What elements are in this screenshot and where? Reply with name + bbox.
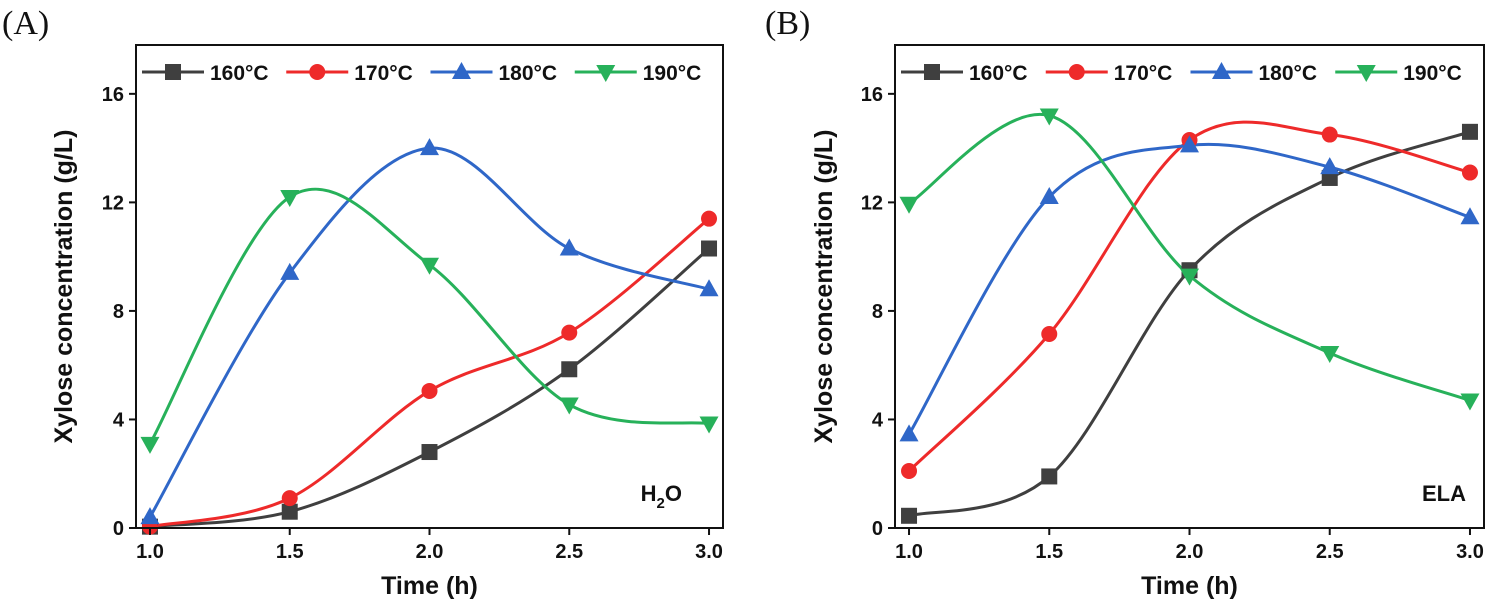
data-point bbox=[281, 490, 298, 507]
legend-marker bbox=[1212, 62, 1231, 79]
legend-label: 160°C bbox=[969, 62, 1028, 85]
data-point bbox=[1320, 157, 1340, 175]
legend-marker bbox=[309, 64, 326, 80]
data-point bbox=[140, 436, 160, 454]
y-tick-label: 8 bbox=[872, 301, 883, 323]
y-tick-label: 16 bbox=[102, 84, 124, 106]
condition-annotation: ELA bbox=[1422, 481, 1466, 506]
legend: 160°C 170°C 180°C 190°C bbox=[901, 62, 1462, 85]
data-point bbox=[420, 257, 439, 275]
data-point bbox=[1461, 123, 1478, 140]
data-point bbox=[559, 397, 579, 415]
x-tick-label: 3.0 bbox=[695, 541, 723, 563]
data-point bbox=[561, 324, 578, 341]
panel-b: (B) 1.0 1.5 2.0 2.5 3.0 0 4 8 12 16 Time (h) Xylose … bbox=[765, 5, 1485, 600]
x-tick-label: 2.0 bbox=[416, 541, 444, 563]
y-tick-label: 12 bbox=[861, 192, 883, 214]
x-tick-label: 3.0 bbox=[1456, 541, 1484, 563]
data-point bbox=[1041, 325, 1058, 342]
y-tick-label: 4 bbox=[113, 409, 125, 431]
data-point bbox=[1041, 468, 1058, 485]
data-point bbox=[280, 262, 300, 280]
annotation-tail: O bbox=[665, 481, 682, 506]
series-line-180c bbox=[907, 142, 1471, 436]
data-point bbox=[1461, 164, 1478, 181]
y-tick-label: 0 bbox=[113, 518, 124, 540]
plot-frame bbox=[894, 44, 1485, 529]
data-point bbox=[899, 196, 919, 214]
panel-a: (A) 1.0 1.5 2.0 2.5 3.0 0 4 8 12 16 Time (h) Xylose … bbox=[2, 5, 724, 600]
x-tick-label: 1.5 bbox=[1035, 541, 1063, 563]
legend: 160°C 170°C 180°C 190°C bbox=[142, 62, 701, 85]
legend-marker bbox=[452, 62, 471, 79]
x-tick-label: 2.5 bbox=[555, 541, 583, 563]
data-point bbox=[140, 507, 160, 525]
y-axis-title: Xylose concentration (g/L) bbox=[810, 130, 838, 444]
legend-label: 180°C bbox=[1259, 62, 1318, 85]
data-point bbox=[699, 279, 719, 297]
data-point bbox=[901, 507, 918, 524]
annotation-subscript: 2 bbox=[657, 495, 665, 512]
legend-marker bbox=[165, 64, 181, 80]
condition-annotation: H2O bbox=[641, 481, 682, 512]
y-tick-label: 8 bbox=[113, 301, 124, 323]
y-tick-label: 12 bbox=[102, 192, 124, 214]
panel-label: (A) bbox=[2, 5, 49, 42]
data-point bbox=[701, 210, 718, 227]
data-point bbox=[561, 361, 578, 378]
data-point bbox=[1180, 135, 1199, 153]
x-axis-title: Time (h) bbox=[381, 572, 478, 600]
x-tick-label: 1.0 bbox=[895, 541, 923, 563]
x-tick-label: 2.5 bbox=[1316, 541, 1344, 563]
x-tick-label: 2.0 bbox=[1176, 541, 1204, 563]
data-point bbox=[1460, 207, 1480, 225]
data-point bbox=[1320, 345, 1340, 363]
legend-marker bbox=[1068, 64, 1085, 80]
data-point bbox=[559, 238, 579, 256]
annotation-main: H bbox=[641, 481, 657, 506]
y-axis-title: Xylose concentration (g/L) bbox=[50, 130, 78, 444]
legend-label: 180°C bbox=[499, 62, 558, 85]
series-line-170c bbox=[907, 120, 1471, 473]
data-point bbox=[1321, 126, 1338, 143]
data-point bbox=[420, 138, 439, 156]
data-point bbox=[1180, 268, 1199, 286]
data-point bbox=[1460, 393, 1480, 411]
legend-label: 160°C bbox=[210, 62, 269, 85]
data-point bbox=[421, 382, 438, 399]
data-point bbox=[280, 189, 300, 207]
annotation-main: ELA bbox=[1422, 481, 1466, 506]
series-line-160c bbox=[908, 130, 1471, 518]
legend-label: 170°C bbox=[1114, 62, 1173, 85]
legend-label: 190°C bbox=[643, 62, 702, 85]
series-line-190c bbox=[908, 112, 1471, 402]
series-line-180c bbox=[148, 146, 710, 518]
x-tick-label: 1.0 bbox=[136, 541, 164, 563]
data-point bbox=[1039, 186, 1059, 204]
data-point bbox=[281, 503, 298, 520]
data-point bbox=[899, 424, 919, 442]
x-axis-title: Time (h) bbox=[1141, 572, 1238, 600]
y-tick-label: 0 bbox=[872, 518, 883, 540]
legend-marker bbox=[924, 64, 940, 80]
y-tick-label: 16 bbox=[861, 84, 883, 106]
series-line-190c bbox=[148, 187, 710, 445]
legend-label: 170°C bbox=[354, 62, 413, 85]
y-tick-label: 4 bbox=[872, 409, 884, 431]
data-point bbox=[901, 463, 918, 480]
legend-marker bbox=[1356, 65, 1376, 82]
legend-label: 190°C bbox=[1403, 62, 1462, 85]
data-point bbox=[421, 444, 438, 461]
data-point bbox=[1039, 108, 1059, 126]
panel-label: (B) bbox=[765, 5, 810, 42]
data-point bbox=[699, 416, 719, 434]
legend-marker bbox=[596, 65, 616, 82]
x-tick-label: 1.5 bbox=[276, 541, 304, 563]
data-point bbox=[701, 240, 718, 257]
